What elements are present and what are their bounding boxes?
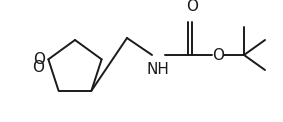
Text: O: O	[32, 61, 44, 76]
Text: O: O	[186, 0, 198, 14]
Text: O: O	[33, 52, 45, 67]
Text: O: O	[212, 47, 224, 62]
Text: NH: NH	[147, 62, 170, 77]
